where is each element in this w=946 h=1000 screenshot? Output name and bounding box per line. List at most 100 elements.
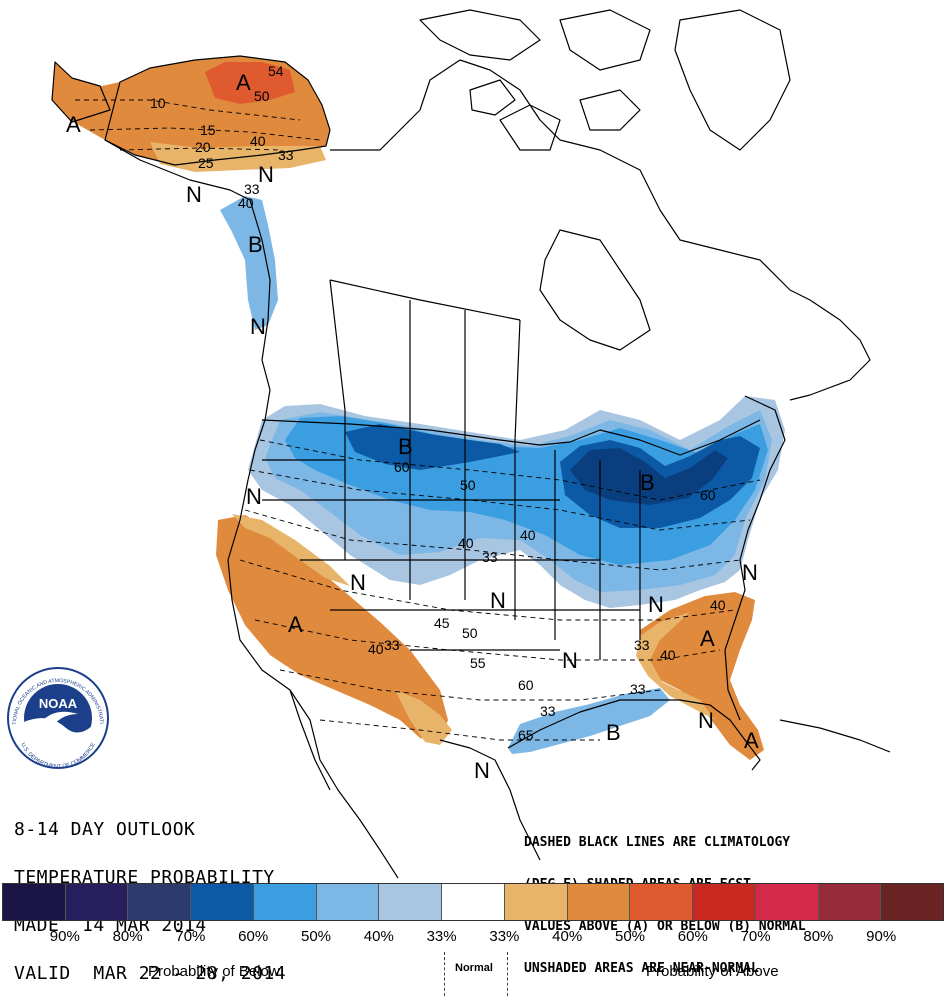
region-letter-northern-plains: B bbox=[398, 434, 413, 459]
contour-label: 45 bbox=[434, 615, 450, 631]
colorbar-tick-label: 60% bbox=[238, 928, 269, 945]
outlook-subtitle: TEMPERATURE PROBABILITY bbox=[14, 867, 275, 888]
sw-above-area bbox=[216, 515, 448, 742]
contour-label: 25 bbox=[198, 155, 214, 171]
colorbar-tick-label: 70% bbox=[175, 928, 206, 945]
region-letters: A A N N B N B B N N A N N N N A B N A N bbox=[66, 70, 759, 783]
colorbar-ticks: 90% 80% 70% 60% 50% 40% 33% 33% 40% 50% 60% 70% 80% 9… bbox=[0, 928, 946, 948]
colorbar-tick-label: 80% bbox=[112, 928, 143, 945]
region-letter-florida-west: N bbox=[698, 708, 714, 733]
normal-caption: Normal bbox=[455, 962, 493, 974]
colorbar-cell bbox=[128, 884, 192, 920]
colorbar-cell bbox=[881, 884, 944, 920]
below-caption: Probability of Below bbox=[148, 963, 280, 980]
se-above-light bbox=[636, 612, 715, 720]
contour-label: 65 bbox=[518, 727, 534, 743]
normal-divider-left bbox=[444, 952, 445, 996]
legend-note-line: UNSHADED AREAS ARE NEAR-NORMAL bbox=[524, 961, 759, 976]
contour-label: 33 bbox=[630, 681, 646, 697]
colorbar-cell bbox=[442, 884, 505, 920]
alaska-above-dark bbox=[205, 62, 295, 104]
region-letter-mid-atlantic: N bbox=[742, 560, 758, 585]
outlook-info: 8-14 DAY OUTLOOK TEMPERATURE PROBABILITY… bbox=[14, 790, 286, 998]
contour-label: 55 bbox=[470, 655, 486, 671]
contour-label: 40 bbox=[520, 527, 536, 543]
legend-note-line: DASHED BLACK LINES ARE CLIMATOLOGY bbox=[524, 835, 791, 850]
outlook-valid-dates: VALID MAR 22 - 28, 2014 bbox=[14, 963, 287, 984]
sw-above-light bbox=[232, 514, 350, 586]
contour-label: 40 bbox=[710, 597, 726, 613]
colorbar-cell bbox=[3, 884, 66, 920]
above-caption: Probability of Above bbox=[646, 963, 779, 980]
sw-above-light2 bbox=[395, 690, 452, 745]
se-above-area bbox=[640, 592, 764, 760]
contour-label: 20 bbox=[195, 139, 211, 155]
region-letter-central-plains: N bbox=[490, 588, 506, 613]
great-lakes-below-darkest bbox=[570, 448, 728, 505]
colorbar-tick-label: 50% bbox=[300, 928, 332, 945]
colorbar-tick-label: 60% bbox=[677, 928, 708, 945]
contour-label: 33 bbox=[482, 549, 498, 565]
colorbar-tick-label: 80% bbox=[803, 928, 834, 945]
region-letter-ohio-valley: N bbox=[648, 592, 664, 617]
us-below-dark bbox=[345, 424, 520, 470]
contour-label: 33 bbox=[384, 637, 400, 653]
colorbar-cell bbox=[65, 884, 129, 920]
colorbar-cell bbox=[630, 884, 694, 920]
noaa-logo: NOAA NATIONAL OCEANIC AND ATMOSPHERIC AD… bbox=[7, 667, 109, 770]
colorbar-tick-label: 50% bbox=[614, 928, 646, 945]
outlook-made-date: MADE 14 MAR 2014 bbox=[14, 915, 207, 936]
outlook-map: 54 50 10 15 40 33 20 25 33 40 60 50 60 4… bbox=[7, 9, 891, 879]
legend-note-line: VALUES ABOVE (A) OR BELOW (B) NORMAL bbox=[524, 919, 806, 934]
colorbar-tick-label: 33% bbox=[489, 928, 520, 945]
contour-label: 40 bbox=[238, 195, 254, 211]
colorbar-cell bbox=[253, 884, 317, 920]
colorbar-tick-label: 40% bbox=[363, 928, 394, 945]
contour-label: 33 bbox=[540, 703, 556, 719]
colorbar-cell bbox=[379, 884, 443, 920]
colorbar-cell bbox=[818, 884, 882, 920]
contour-label: 40 bbox=[250, 133, 266, 149]
outlook-title: 8-14 DAY OUTLOOK bbox=[14, 819, 196, 840]
region-letter-alaska-south: N bbox=[186, 182, 202, 207]
bc-below-area bbox=[220, 196, 278, 330]
colorbar-tick-label: 70% bbox=[740, 928, 771, 945]
coastlines-and-borders bbox=[51, 9, 891, 879]
contour-label: 50 bbox=[462, 625, 478, 641]
gulf-below-area bbox=[508, 688, 670, 754]
region-letter-gulf-coast: B bbox=[606, 720, 621, 745]
region-letter-southeast: A bbox=[700, 626, 715, 651]
contour-label: 10 bbox=[150, 95, 166, 111]
region-letter-mexico: N bbox=[474, 758, 490, 783]
contour-label: 54 bbox=[268, 63, 284, 79]
colorbar-tick-label: 90% bbox=[866, 928, 897, 945]
region-letter-alaska-north: A bbox=[236, 70, 251, 95]
contour-label: 40 bbox=[368, 641, 384, 657]
contour-label: 40 bbox=[458, 535, 474, 551]
contour-label: 33 bbox=[634, 637, 650, 653]
contour-label: 33 bbox=[244, 181, 260, 197]
colorbar-tick-label: 33% bbox=[426, 928, 457, 945]
probability-colorbar bbox=[2, 883, 944, 921]
region-letter-alaska-west: A bbox=[66, 112, 81, 137]
colorbar-cell bbox=[504, 884, 568, 920]
colorbar-tick-label: 40% bbox=[552, 928, 583, 945]
contour-label: 40 bbox=[660, 647, 676, 663]
region-letter-great-lakes: B bbox=[640, 470, 655, 495]
contour-label: 60 bbox=[700, 487, 716, 503]
contour-label: 15 bbox=[200, 122, 216, 138]
colorbar-cell bbox=[191, 884, 254, 920]
contour-label: 50 bbox=[460, 477, 476, 493]
normal-divider-right bbox=[507, 952, 508, 996]
noaa-logo-text: NOAA bbox=[39, 696, 78, 711]
contour-label: 33 bbox=[278, 147, 294, 163]
region-letter-florida: A bbox=[744, 728, 759, 753]
colorbar-cell bbox=[755, 884, 819, 920]
colorbar-cell bbox=[316, 884, 380, 920]
contour-label: 50 bbox=[254, 88, 270, 104]
colorbar-tick-label: 90% bbox=[49, 928, 80, 945]
climatology-lines bbox=[75, 99, 761, 741]
contour-label: 60 bbox=[394, 459, 410, 475]
region-letter-bc-coast: B bbox=[248, 232, 263, 257]
colorbar-cell bbox=[567, 884, 631, 920]
